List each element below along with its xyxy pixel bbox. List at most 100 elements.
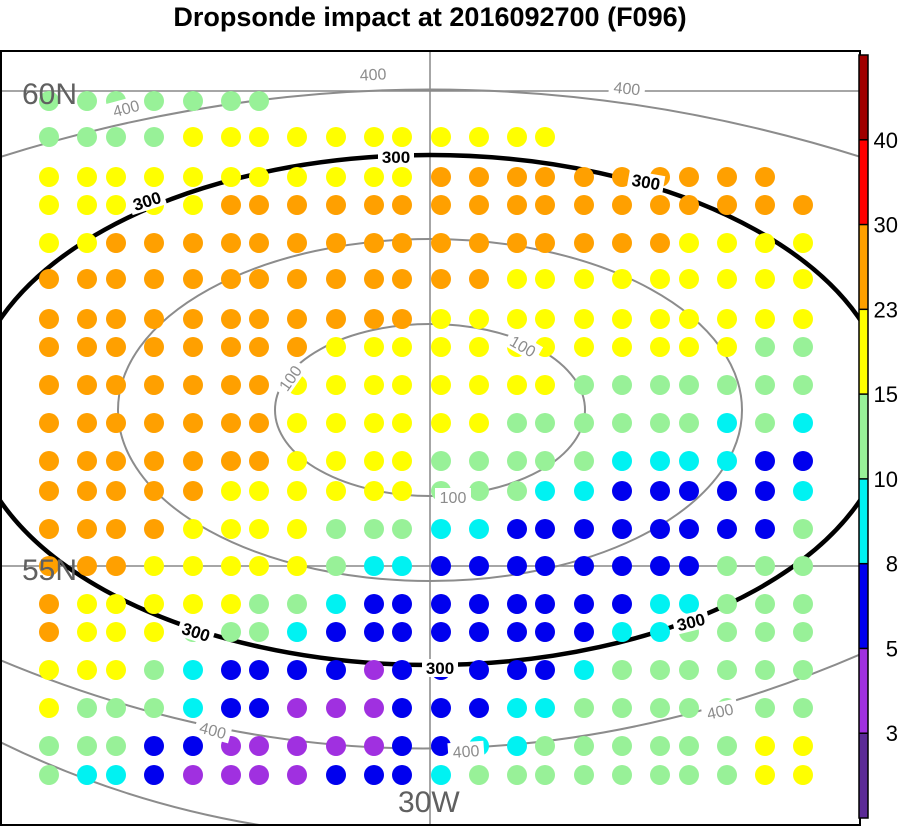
dropsonde-point bbox=[392, 309, 412, 329]
contour-label: 400 bbox=[700, 698, 740, 724]
contour-label-text: 300 bbox=[179, 619, 212, 646]
dropsonde-point bbox=[221, 481, 241, 501]
dropsonde-point bbox=[364, 765, 384, 785]
dropsonde-point bbox=[77, 660, 97, 680]
contour-label-text: 400 bbox=[111, 98, 141, 121]
dropsonde-point bbox=[144, 736, 164, 756]
dropsonde-point bbox=[755, 556, 775, 576]
dropsonde-point bbox=[106, 594, 126, 614]
dropsonde-point bbox=[535, 269, 555, 289]
dropsonde-point bbox=[39, 337, 59, 357]
dropsonde-point bbox=[650, 622, 670, 642]
dropsonde-point bbox=[144, 413, 164, 433]
dropsonde-point bbox=[392, 481, 412, 501]
dropsonde-point bbox=[612, 556, 632, 576]
dropsonde-point bbox=[717, 736, 737, 756]
dropsonde-point bbox=[650, 698, 670, 718]
dropsonde-point bbox=[249, 127, 269, 147]
dropsonde-point bbox=[106, 127, 126, 147]
dropsonde-point bbox=[507, 195, 527, 215]
dropsonde-point bbox=[612, 337, 632, 357]
dropsonde-point bbox=[39, 375, 59, 395]
dropsonde-point bbox=[793, 556, 813, 576]
dropsonde-point bbox=[793, 519, 813, 539]
dropsonde-point bbox=[392, 519, 412, 539]
dropsonde-point bbox=[287, 556, 307, 576]
dropsonde-point bbox=[144, 556, 164, 576]
dropsonde-point bbox=[287, 698, 307, 718]
dropsonde-point bbox=[469, 233, 489, 253]
dropsonde-point bbox=[77, 195, 97, 215]
dropsonde-point bbox=[221, 309, 241, 329]
dropsonde-point bbox=[717, 594, 737, 614]
contour-label: 300 bbox=[626, 170, 666, 195]
dropsonde-point bbox=[326, 698, 346, 718]
dropsonde-point bbox=[39, 195, 59, 215]
colorbar-tick-label: 5 bbox=[886, 636, 898, 661]
dropsonde-point bbox=[364, 622, 384, 642]
dropsonde-point bbox=[612, 413, 632, 433]
contour-label-background bbox=[608, 77, 646, 99]
lat-label-60n: 60N bbox=[22, 78, 77, 111]
dropsonde-point bbox=[793, 481, 813, 501]
dropsonde-point bbox=[392, 736, 412, 756]
dropsonde-point bbox=[183, 337, 203, 357]
dropsonde-point bbox=[183, 269, 203, 289]
dropsonde-point bbox=[431, 736, 451, 756]
dropsonde-point bbox=[39, 269, 59, 289]
dropsonde-point bbox=[793, 622, 813, 642]
dropsonde-point bbox=[249, 765, 269, 785]
dropsonde-point bbox=[106, 233, 126, 253]
dropsonde-point bbox=[392, 660, 412, 680]
dropsonde-point bbox=[392, 451, 412, 471]
dropsonde-point bbox=[183, 233, 203, 253]
dropsonde-point bbox=[77, 127, 97, 147]
dropsonde-point bbox=[755, 698, 775, 718]
dropsonde-point bbox=[392, 622, 412, 642]
dropsonde-point bbox=[249, 556, 269, 576]
dropsonde-point bbox=[469, 594, 489, 614]
contour-label-text: 300 bbox=[630, 171, 661, 195]
dropsonde-point bbox=[679, 660, 699, 680]
contour-label-background bbox=[176, 617, 216, 647]
contour-label-background bbox=[127, 186, 167, 216]
dropsonde-point bbox=[183, 736, 203, 756]
dropsonde-point bbox=[364, 269, 384, 289]
dropsonde-point bbox=[39, 765, 59, 785]
dropsonde-point bbox=[650, 451, 670, 471]
dropsonde-point bbox=[612, 481, 632, 501]
dropsonde-point bbox=[755, 195, 775, 215]
dropsonde-point bbox=[431, 337, 451, 357]
contour-label-text: 300 bbox=[382, 148, 410, 167]
dropsonde-point bbox=[612, 736, 632, 756]
dropsonde-point bbox=[679, 451, 699, 471]
dropsonde-point bbox=[612, 519, 632, 539]
dropsonde-point bbox=[392, 167, 412, 187]
dropsonde-point bbox=[755, 269, 775, 289]
contour-400-line-north bbox=[0, 88, 861, 158]
dropsonde-point bbox=[392, 594, 412, 614]
dropsonde-point bbox=[612, 594, 632, 614]
dropsonde-point bbox=[287, 765, 307, 785]
dropsonde-point bbox=[535, 765, 555, 785]
dropsonde-point bbox=[77, 556, 97, 576]
dropsonde-point bbox=[287, 451, 307, 471]
dropsonde-point bbox=[364, 195, 384, 215]
dropsonde-point bbox=[392, 195, 412, 215]
dropsonde-point bbox=[574, 309, 594, 329]
dropsonde-point bbox=[326, 127, 346, 147]
dropsonde-point bbox=[793, 309, 813, 329]
dropsonde-point bbox=[144, 594, 164, 614]
dropsonde-point bbox=[144, 269, 164, 289]
dropsonde-point bbox=[431, 451, 451, 471]
dropsonde-point bbox=[612, 309, 632, 329]
dropsonde-point bbox=[717, 622, 737, 642]
dropsonde-point bbox=[221, 660, 241, 680]
dropsonde-point bbox=[77, 736, 97, 756]
dropsonde-point bbox=[535, 519, 555, 539]
dropsonde-point bbox=[574, 660, 594, 680]
dropsonde-point bbox=[39, 622, 59, 642]
dropsonde-point bbox=[106, 556, 126, 576]
contour-label-background bbox=[354, 64, 392, 84]
dropsonde-point bbox=[679, 481, 699, 501]
